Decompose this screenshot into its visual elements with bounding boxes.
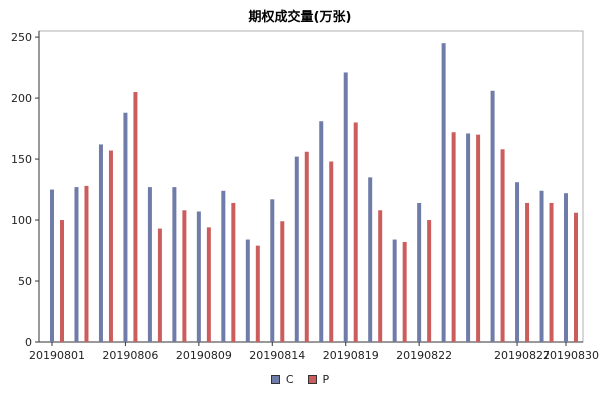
bar-c [74, 187, 79, 342]
bar-p [329, 161, 334, 342]
bar-p [427, 220, 432, 342]
bar-p [451, 132, 456, 342]
bar-p [60, 220, 64, 342]
x-tick-label: 20190822 [396, 349, 452, 362]
bar-c [441, 43, 446, 343]
bar-p [549, 202, 554, 342]
legend-label-p: P [322, 373, 330, 386]
bar-c [172, 187, 177, 342]
y-tick-label: 200 [11, 92, 32, 105]
bar-c [221, 190, 226, 342]
bar-c [196, 211, 201, 342]
bar-c [319, 121, 324, 342]
x-tick-label: 20190830 [543, 349, 599, 362]
bar-p [133, 91, 138, 342]
x-tick-label: 20190806 [102, 349, 158, 362]
bar-p [574, 212, 578, 342]
bar-c [343, 72, 348, 342]
x-tick-label: 20190819 [323, 349, 379, 362]
y-tick-label: 150 [11, 153, 32, 166]
bar-p [157, 228, 162, 342]
bar-c [392, 239, 397, 342]
legend-label-c: C [285, 373, 294, 386]
bar-c [98, 144, 103, 342]
bar-p [402, 241, 407, 342]
bar-p [206, 227, 211, 342]
bar-c [564, 193, 568, 342]
bar-c [368, 177, 373, 342]
bar-p [255, 245, 260, 342]
bar-p [353, 122, 358, 343]
x-tick-label: 20190809 [176, 349, 232, 362]
bar-c [147, 187, 152, 342]
legend-swatch-p [307, 375, 317, 384]
bar-p [108, 150, 113, 342]
bar-c [515, 182, 520, 342]
y-tick-label: 0 [25, 336, 32, 349]
legend-swatch-c [270, 375, 280, 384]
y-tick-label: 250 [11, 31, 32, 44]
chart-title: 期权成交量(万张) [248, 10, 352, 25]
bar-c [270, 199, 275, 342]
x-tick-label: 20190814 [249, 349, 305, 362]
bar-p [182, 210, 187, 342]
bar-c [123, 112, 128, 343]
bar-p [378, 210, 383, 342]
bar-p [231, 202, 236, 342]
bar-p [304, 151, 309, 342]
y-tick-label: 100 [11, 214, 32, 227]
bar-p [476, 134, 481, 342]
legend: C P [0, 373, 600, 386]
bar-c [417, 202, 422, 342]
bar-p [500, 149, 505, 342]
bar-c [539, 190, 544, 342]
bar-p [525, 202, 530, 342]
legend-item-p: P [307, 373, 330, 386]
x-tick-label: 20190827 [494, 349, 550, 362]
bar-c [50, 189, 54, 342]
x-tick-label: 20190801 [29, 349, 85, 362]
legend-item-c: C [270, 373, 294, 386]
bar-c [490, 90, 495, 342]
bar-p [280, 221, 285, 342]
bar-c [294, 156, 299, 342]
bar-c [245, 239, 250, 342]
y-tick-label: 50 [18, 275, 32, 288]
bar-p [84, 185, 89, 342]
bar-c [466, 133, 471, 342]
